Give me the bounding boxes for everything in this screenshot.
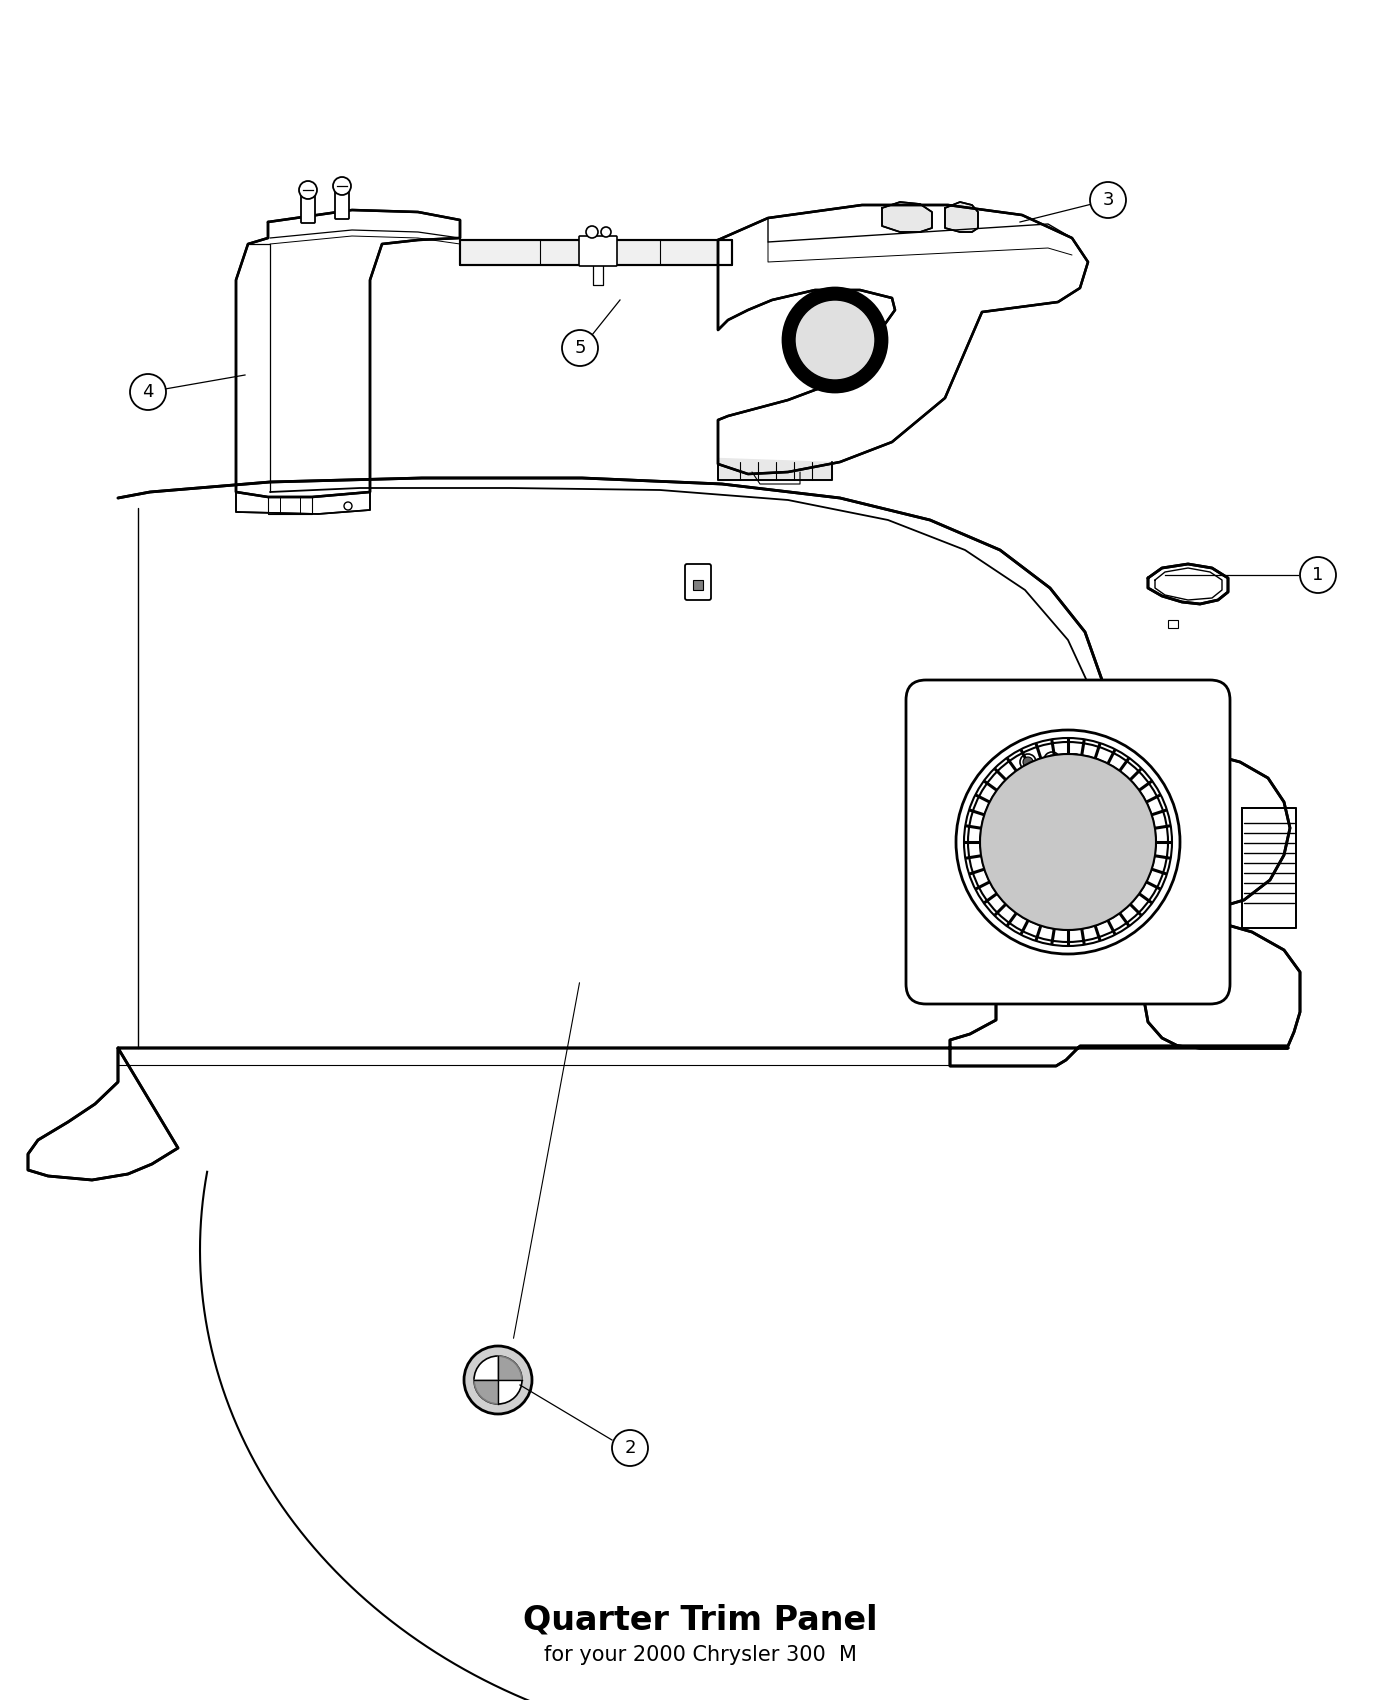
- Text: 2: 2: [624, 1438, 636, 1457]
- FancyBboxPatch shape: [1168, 620, 1177, 627]
- FancyBboxPatch shape: [335, 185, 349, 219]
- Circle shape: [967, 741, 1168, 942]
- Circle shape: [980, 755, 1156, 930]
- Circle shape: [787, 292, 883, 388]
- Circle shape: [130, 374, 167, 410]
- Circle shape: [333, 177, 351, 196]
- Circle shape: [980, 755, 1156, 930]
- Circle shape: [587, 226, 598, 238]
- Polygon shape: [1242, 808, 1296, 928]
- Polygon shape: [945, 202, 979, 231]
- Circle shape: [1067, 755, 1084, 770]
- Circle shape: [1091, 182, 1126, 218]
- Circle shape: [612, 1430, 648, 1465]
- Polygon shape: [237, 491, 370, 513]
- Polygon shape: [28, 478, 1301, 1180]
- FancyBboxPatch shape: [906, 680, 1231, 1005]
- Text: Quarter Trim Panel: Quarter Trim Panel: [522, 1603, 878, 1637]
- Circle shape: [1023, 756, 1033, 767]
- Polygon shape: [475, 1380, 498, 1404]
- FancyBboxPatch shape: [580, 236, 617, 265]
- FancyBboxPatch shape: [685, 564, 711, 600]
- Polygon shape: [718, 206, 1088, 474]
- Circle shape: [1301, 558, 1336, 593]
- Circle shape: [475, 1357, 522, 1404]
- Circle shape: [1070, 756, 1079, 767]
- Circle shape: [783, 287, 888, 393]
- Text: 4: 4: [143, 382, 154, 401]
- Circle shape: [344, 502, 351, 510]
- Polygon shape: [882, 202, 932, 231]
- Circle shape: [601, 228, 610, 236]
- Text: for your 2000 Chrysler 300  M: for your 2000 Chrysler 300 M: [543, 1646, 857, 1664]
- Circle shape: [1047, 755, 1057, 765]
- Circle shape: [300, 180, 316, 199]
- Polygon shape: [1148, 564, 1228, 603]
- Circle shape: [956, 729, 1180, 954]
- Polygon shape: [237, 211, 461, 496]
- Circle shape: [795, 299, 875, 381]
- Circle shape: [561, 330, 598, 366]
- Circle shape: [463, 1346, 532, 1414]
- FancyBboxPatch shape: [301, 189, 315, 223]
- Circle shape: [1044, 751, 1060, 768]
- Polygon shape: [718, 457, 832, 479]
- Polygon shape: [461, 240, 732, 265]
- Text: 5: 5: [574, 338, 585, 357]
- Text: 1: 1: [1312, 566, 1323, 585]
- Text: 3: 3: [1102, 190, 1114, 209]
- FancyBboxPatch shape: [693, 580, 703, 590]
- Circle shape: [1021, 755, 1036, 770]
- Polygon shape: [498, 1357, 522, 1380]
